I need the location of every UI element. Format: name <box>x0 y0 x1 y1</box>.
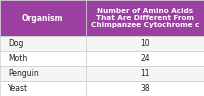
Text: 11: 11 <box>140 69 150 78</box>
FancyBboxPatch shape <box>86 81 204 96</box>
Text: Dog: Dog <box>8 39 23 48</box>
FancyBboxPatch shape <box>86 36 204 51</box>
Text: Penguin: Penguin <box>8 69 39 78</box>
Text: Organism: Organism <box>22 14 64 23</box>
Text: Number of Amino Acids
That Are Different From
Chimpanzee Cytochrome c: Number of Amino Acids That Are Different… <box>91 8 199 28</box>
FancyBboxPatch shape <box>86 51 204 66</box>
FancyBboxPatch shape <box>0 66 86 81</box>
FancyBboxPatch shape <box>0 0 86 36</box>
Text: 10: 10 <box>140 39 150 48</box>
Text: 38: 38 <box>140 84 150 93</box>
FancyBboxPatch shape <box>0 81 86 96</box>
Text: Moth: Moth <box>8 54 27 63</box>
FancyBboxPatch shape <box>0 51 86 66</box>
Text: 24: 24 <box>140 54 150 63</box>
FancyBboxPatch shape <box>0 36 86 51</box>
FancyBboxPatch shape <box>86 66 204 81</box>
Text: Yeast: Yeast <box>8 84 28 93</box>
FancyBboxPatch shape <box>86 0 204 36</box>
